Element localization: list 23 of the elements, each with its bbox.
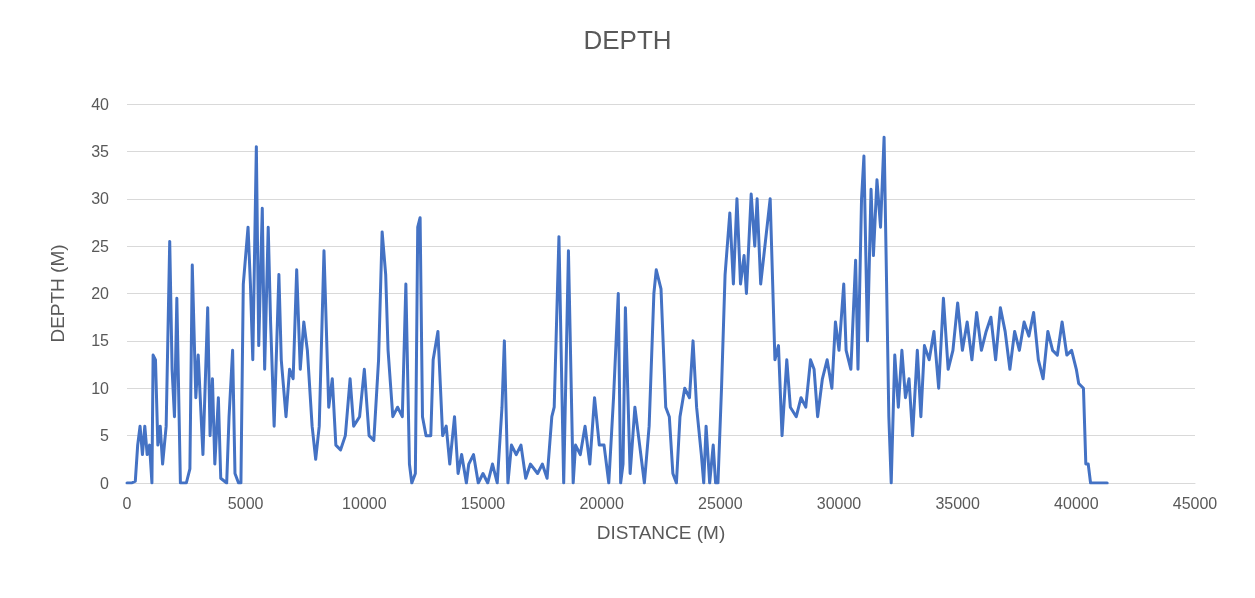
- chart-title: DEPTH: [583, 25, 672, 55]
- x-tick-label: 5000: [227, 494, 264, 512]
- x-tick-label: 40000: [1054, 494, 1099, 512]
- y-axis-title: DEPTH (M): [47, 244, 68, 343]
- y-tick-label: 20: [91, 285, 110, 302]
- x-tick-label: 25000: [698, 494, 743, 512]
- y-tick-label: 5: [100, 427, 110, 445]
- y-tick-label: 0: [100, 474, 110, 492]
- x-tick-label: 20000: [579, 494, 625, 512]
- x-tick-label: 0: [122, 494, 132, 512]
- x-tick-label: 30000: [816, 494, 862, 512]
- x-tick-label: 10000: [342, 494, 387, 512]
- x-tick-label: 15000: [460, 494, 506, 512]
- y-tick-label: 35: [91, 142, 110, 160]
- y-tick-label: 15: [91, 332, 110, 350]
- x-axis-title: DISTANCE (M): [596, 522, 726, 543]
- y-tick-label: 10: [91, 379, 110, 397]
- x-tick-label: 35000: [935, 494, 981, 512]
- y-tick-label: 25: [91, 237, 110, 255]
- line-series: [125, 135, 1109, 485]
- x-tick-label: 45000: [1172, 494, 1218, 512]
- y-tick-label: 40: [91, 95, 110, 113]
- y-tick-label: 30: [91, 190, 110, 208]
